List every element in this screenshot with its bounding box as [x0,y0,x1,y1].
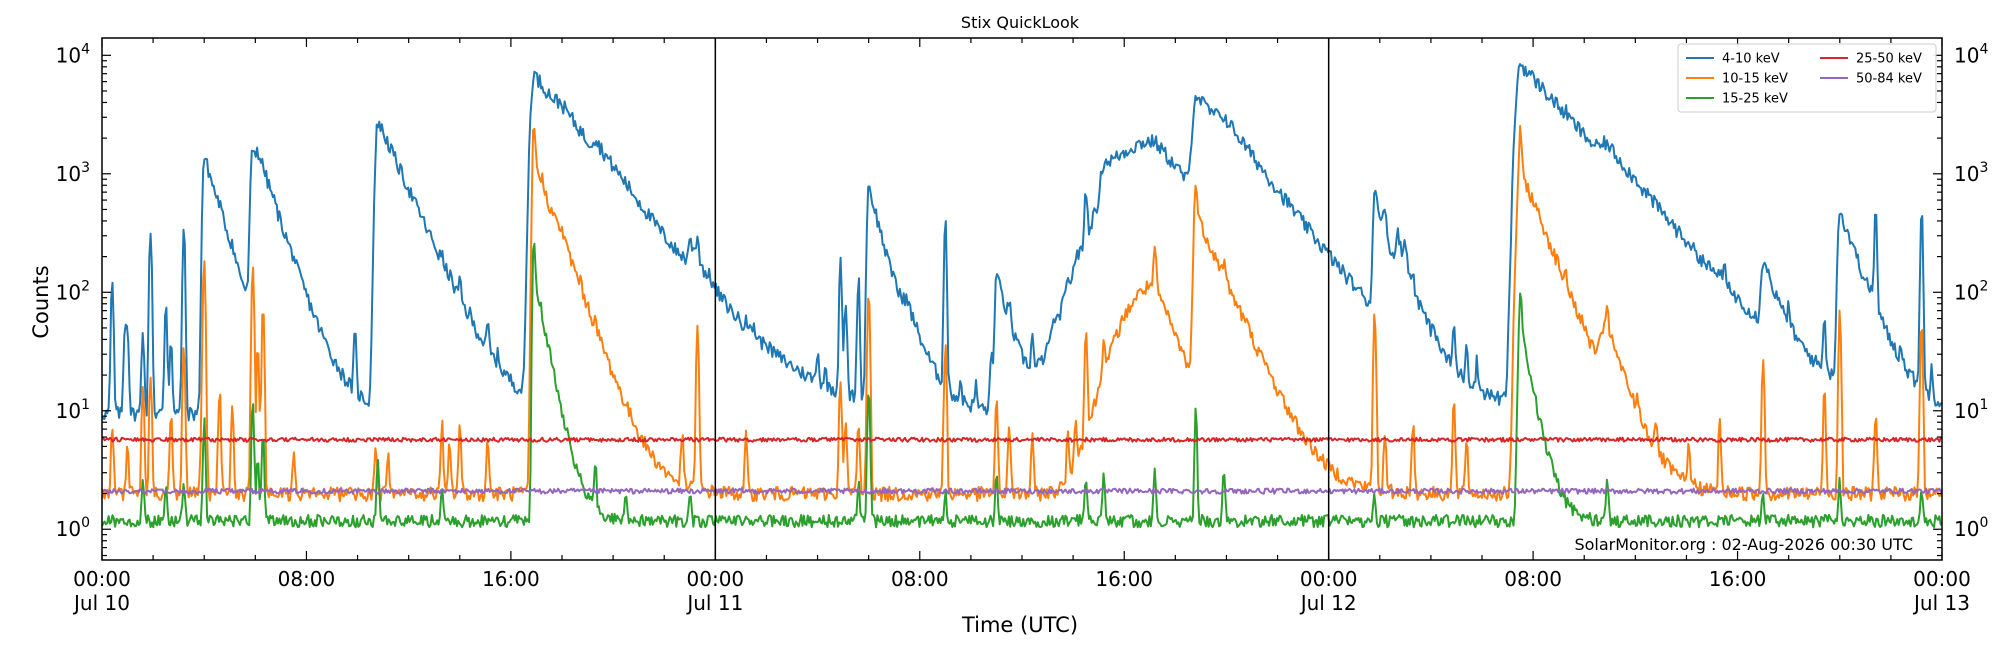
x-tick-time-4: 08:00 [891,567,949,591]
series-line-0 [101,63,1943,422]
y-axis-label: Counts [29,265,53,338]
series-layer [101,63,1943,529]
y-tick-label-left-3: 103 [56,160,90,186]
x-tick-time-2: 16:00 [482,567,540,591]
y-tick-label-right-2: 102 [1954,278,1988,304]
y-tick-label-right-3: 103 [1954,160,1988,186]
x-tick-time-9: 00:00 [1913,567,1971,591]
x-tick-time-3: 00:00 [687,567,745,591]
x-tick-time-6: 00:00 [1300,567,1358,591]
y-tick-label-right-4: 104 [1954,41,1988,67]
y-tick-label-right-0: 100 [1954,515,1988,541]
x-tick-date-0: Jul 10 [72,591,130,615]
legend-label-1: 10-15 keV [1722,72,1788,87]
x-tick-date-6: Jul 12 [1299,591,1357,615]
legend-label-2: 15-25 keV [1722,92,1788,107]
series-line-3 [101,436,1943,443]
x-tick-time-7: 08:00 [1504,567,1562,591]
legend: 4-10 keV 10-15 keV 15-25 keV 25-50 keV 50-84… [1677,43,1937,113]
y-tick-label-left-2: 102 [56,278,90,304]
x-tick-date-3: Jul 11 [685,591,743,615]
series-line-2 [101,242,1943,529]
x-tick-date-9: Jul 13 [1912,591,1970,615]
legend-label-4: 50-84 keV [1856,72,1922,87]
x-tick-time-1: 08:00 [278,567,336,591]
chart-title: Stix QuickLook [961,13,1080,32]
legend-label-3: 25-50 keV [1856,52,1922,67]
series-line-4 [101,487,1943,495]
y-tick-label-left-1: 101 [56,397,90,423]
x-axis-label: Time (UTC) [961,613,1078,637]
legend-label-0: 4-10 keV [1722,52,1780,67]
y-tick-label-left-4: 104 [56,41,90,67]
credit-annotation: SolarMonitor.org : 02-Aug-2026 00:30 UTC [1574,535,1913,554]
x-tick-time-5: 16:00 [1095,567,1153,591]
x-tick-time-8: 16:00 [1709,567,1767,591]
y-tick-label-right-1: 101 [1954,397,1988,423]
x-tick-time-0: 00:00 [73,567,131,591]
legend-box [1677,43,1937,113]
y-tick-label-left-0: 100 [56,515,90,541]
